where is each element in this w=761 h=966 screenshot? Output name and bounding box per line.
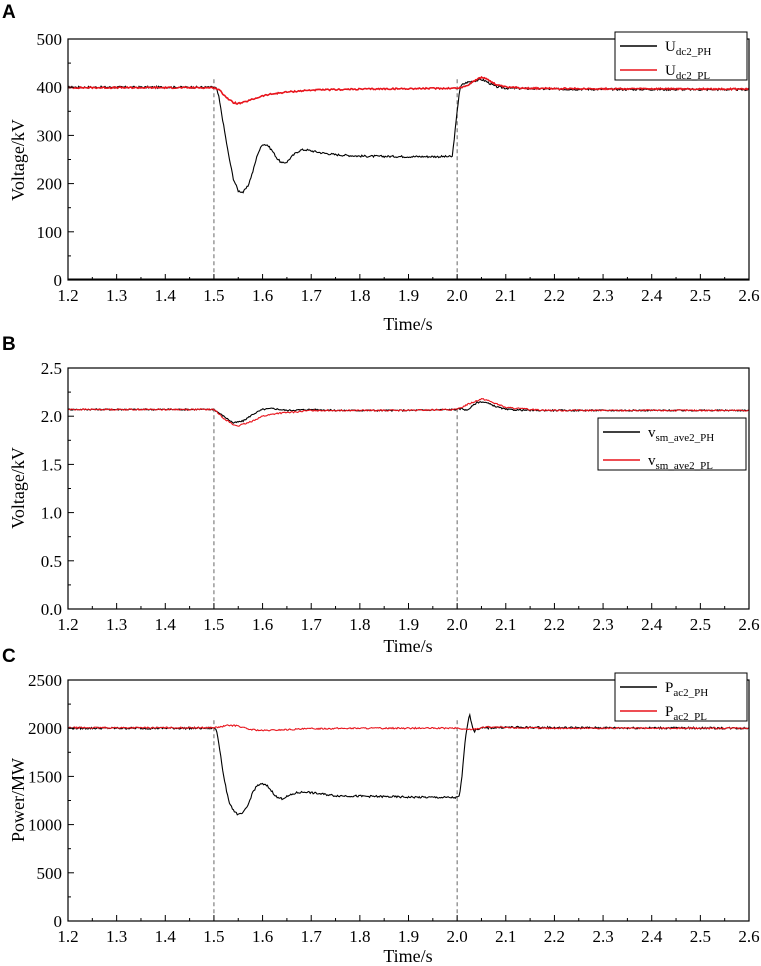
panel-b-x-tick-label: 2.0: [447, 615, 468, 634]
panel-a-x-tick-label: 2.3: [592, 286, 613, 305]
panel-a-x-tick-label: 1.3: [106, 286, 127, 305]
panel-a-y-tick-label: 200: [37, 175, 63, 194]
panel-a-series-dc2-pl: [68, 75, 749, 105]
panel-b-x-axis: 1.2 1.3 1.4 1.5 1.6 1.7 1.8 1.9 2.0 2.1 2.2 2.3 2.4 2…: [57, 603, 760, 634]
panel-a: A 1.2 1.3 1.4 1.5 1.6 1.7 1.8 1.9 2.0 2.1 2.2 2.3 2.…: [2, 2, 760, 334]
panel-b-y-tick-label: 2.0: [41, 407, 62, 426]
panel-b-y-tick-label: 2.5: [41, 359, 62, 378]
panel-b-frame: [67, 367, 750, 610]
panel-b-y-tick-label: 0.5: [41, 552, 62, 571]
panel-c-y-axis: 0 500 1000 1500 2000 2500: [28, 671, 74, 931]
panel-a-x-tick-label: 2.1: [495, 286, 516, 305]
panel-c-y-tick-label: 0: [54, 912, 63, 931]
panel-a-traces: [68, 75, 749, 280]
panel-a-x-tick-label: 1.5: [203, 286, 224, 305]
panel-a-legend-box: [614, 31, 748, 81]
panel-b-x-tick-label: 1.6: [252, 615, 273, 634]
panel-b-x-tick-label: 1.4: [155, 615, 177, 634]
panel-a-x-tick-label: 2.6: [738, 286, 759, 305]
panel-b-x-tick-label: 1.9: [398, 615, 419, 634]
panel-a-x-tick-label: 2.0: [447, 286, 468, 305]
panel-b-y-axis-title: Voltage/kV: [8, 447, 28, 529]
panel-a-x-tick-label: 1.4: [155, 286, 177, 305]
panel-b-plot-area: [67, 367, 750, 610]
panel-c-x-tick-label: 1.6: [252, 927, 273, 946]
panel-c-y-tick-label: 2500: [28, 671, 62, 690]
panel-c-x-tick-label: 2.3: [592, 927, 613, 946]
panel-c-series-ac2-pl: [68, 724, 749, 732]
panel-b-legend-box: [597, 417, 747, 471]
panel-b-x-tick-label: 2.6: [738, 615, 759, 634]
panel-a-y-tick-label: 100: [37, 223, 63, 242]
panel-a-y-axis-title: Voltage/kV: [8, 119, 28, 201]
panel-c-x-tick-label: 2.6: [738, 927, 759, 946]
panel-label-a: A: [2, 2, 16, 23]
panel-a-y-tick-label: 500: [37, 30, 63, 49]
panel-b-x-tick-label: 2.3: [592, 615, 613, 634]
panel-label-b: B: [2, 334, 16, 355]
panel-b-x-tick-label: 2.2: [544, 615, 565, 634]
panel-c-x-tick-label: 1.9: [398, 927, 419, 946]
panel-c-x-tick-label: 1.5: [203, 927, 224, 946]
panel-b-x-tick-label: 2.5: [690, 615, 711, 634]
panel-c-x-tick-label: 1.3: [106, 927, 127, 946]
panel-a-y-tick-label: 0: [54, 271, 63, 290]
panel-a-x-axis: 1.2 1.3 1.4 1.5 1.6 1.7 1.8 1.9 2.0 2.1 2.2 2.3 2.4 2…: [57, 274, 760, 305]
panel-b-y-tick-label: 0.0: [41, 600, 62, 619]
panel-b-traces: [68, 397, 749, 609]
panel-b-y-axis: 0.0 0.5 1.0 1.5 2.0 2.5: [41, 359, 74, 619]
panel-c: C 1.2 1.3 1.4 1.5 1.6 1.7 1.8 1.9 2.0 2.1 2.2 2.3 2.…: [2, 646, 760, 966]
panel-b-x-tick-label: 1.2: [57, 615, 78, 634]
panel-b-x-tick-label: 1.7: [301, 615, 323, 634]
panel-a-x-tick-label: 2.4: [641, 286, 663, 305]
panel-b-series-sm-ave2-pl: [68, 397, 749, 427]
panel-b-x-tick-label: 1.5: [203, 615, 224, 634]
panel-b-x-tick-label: 2.4: [641, 615, 663, 634]
panel-b-y-tick-label: 1.0: [41, 504, 62, 523]
panel-a-y-tick-label: 300: [37, 126, 63, 145]
panel-a-x-tick-label: 1.6: [252, 286, 273, 305]
panel-c-x-axis: 1.2 1.3 1.4 1.5 1.6 1.7 1.8 1.9 2.0 2.1 2.2 2.3 2.4 2…: [57, 915, 760, 946]
panel-c-series-ac2-ph: [68, 712, 749, 816]
panel-b-x-axis-title: Time/s: [383, 636, 432, 656]
panel-b-y-tick-label: 1.5: [41, 455, 62, 474]
panel-label-c: C: [2, 646, 16, 667]
panel-a-x-tick-label: 1.9: [398, 286, 419, 305]
panel-c-traces: [68, 712, 749, 921]
panel-c-y-tick-label: 1000: [28, 816, 62, 835]
panel-a-x-tick-label: 1.8: [349, 286, 370, 305]
panel-c-x-tick-label: 2.2: [544, 927, 565, 946]
panel-a-y-axis: 0 100 200 300 400 500: [37, 30, 74, 290]
panel-a-x-tick-label: 2.5: [690, 286, 711, 305]
panel-b-x-tick-label: 1.3: [106, 615, 127, 634]
panel-c-y-axis-title: Power/MW: [8, 758, 28, 842]
panel-a-x-tick-label: 2.2: [544, 286, 565, 305]
panel-a-series-dc2-ph: [68, 78, 749, 194]
panel-a-x-tick-label: 1.7: [301, 286, 323, 305]
panel-c-y-tick-label: 1500: [28, 767, 62, 786]
panel-b: B 1.2 1.3 1.4 1.5 1.6 1.7 1.8 1.9 2.0 2.1 2.2 2.3 2.…: [2, 334, 760, 656]
panel-c-legend-box: [614, 672, 748, 722]
panel-b-x-tick-label: 2.1: [495, 615, 516, 634]
panel-c-x-tick-label: 1.8: [349, 927, 370, 946]
panel-c-y-tick-label: 500: [37, 864, 63, 883]
panel-a-x-axis-title: Time/s: [383, 314, 432, 334]
panel-c-x-axis-title: Time/s: [383, 946, 432, 966]
panel-c-x-tick-label: 2.0: [447, 927, 468, 946]
panel-c-x-tick-label: 1.2: [57, 927, 78, 946]
panel-a-y-tick-label: 400: [37, 78, 63, 97]
panel-b-x-tick-label: 1.8: [349, 615, 370, 634]
panel-c-x-tick-label: 1.7: [301, 927, 323, 946]
panel-c-x-tick-label: 2.1: [495, 927, 516, 946]
panel-c-y-tick-label: 2000: [28, 719, 62, 738]
panel-a-x-tick-label: 1.2: [57, 286, 78, 305]
panel-c-x-tick-label: 2.5: [690, 927, 711, 946]
panel-c-x-tick-label: 2.4: [641, 927, 663, 946]
panel-c-x-tick-label: 1.4: [155, 927, 177, 946]
